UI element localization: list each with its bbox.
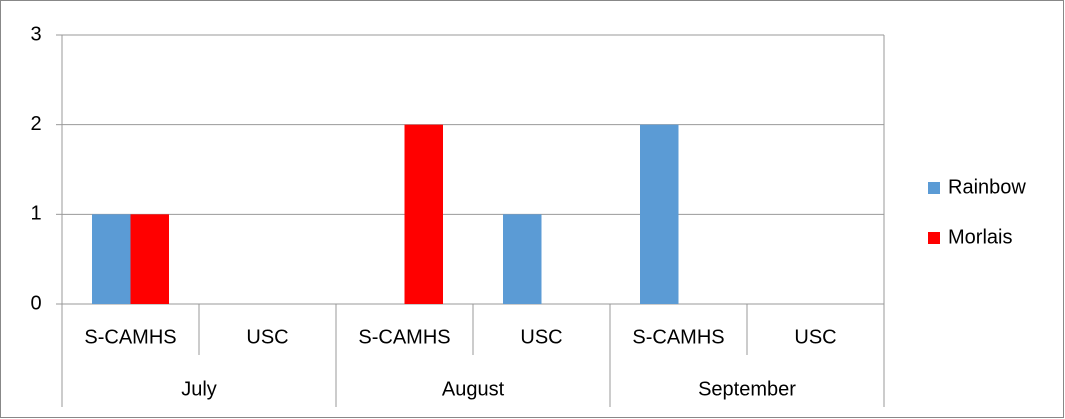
y-tick-label: 2 [30,113,41,135]
x-tick-label: USC [520,326,562,348]
x-tick-label: USC [246,326,288,348]
y-tick-label: 1 [30,203,41,225]
x-tick-label: USC [794,326,836,348]
legend-label: Morlais [948,226,1012,248]
x-tick-label: S-CAMHS [358,326,450,348]
y-tick-label: 0 [30,292,41,314]
legend-swatch [928,182,940,194]
group-label: August [442,378,505,400]
x-tick-label: S-CAMHS [632,326,724,348]
bar [640,124,679,305]
group-label: September [698,378,796,400]
legend-label: Rainbow [948,176,1026,198]
x-tick-label: S-CAMHS [84,326,176,348]
bar [130,214,169,304]
group-label: July [181,378,217,400]
bar [404,124,443,305]
bar [503,214,542,304]
bar [92,214,131,304]
y-tick-label: 3 [30,23,41,45]
legend-swatch [928,232,940,244]
